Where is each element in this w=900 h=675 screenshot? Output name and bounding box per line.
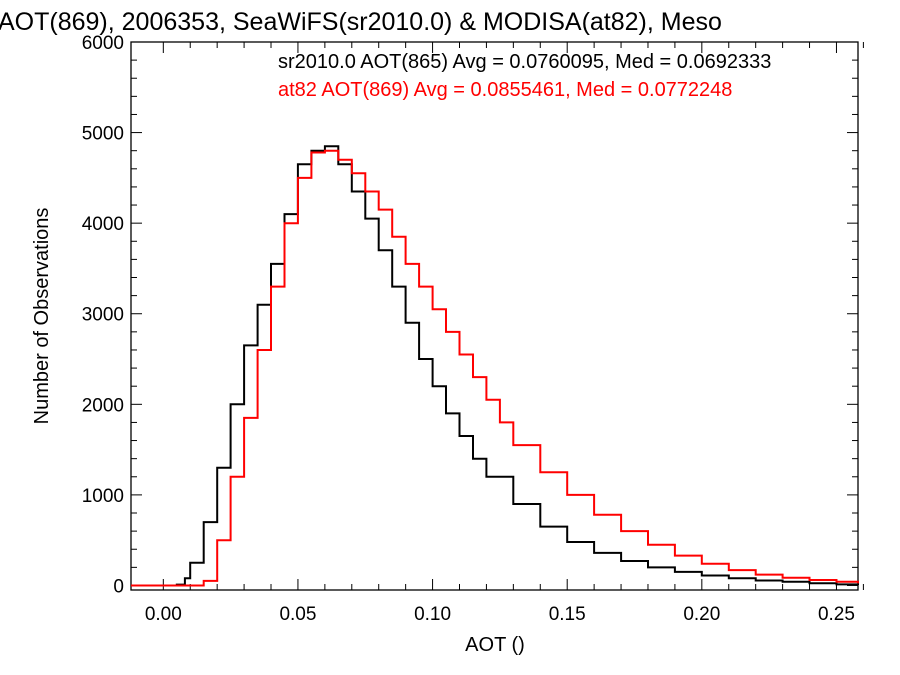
axis-ticks — [131, 41, 864, 590]
x-tick-label: 0.00 — [145, 604, 182, 625]
x-axis-label: AOT () — [465, 634, 525, 656]
x-tick-label: 0.25 — [818, 604, 855, 625]
y-axis-label: Number of Observations — [31, 208, 53, 425]
series-lines — [131, 145, 859, 587]
legend-entry-at82: at82 AOT(869) Avg = 0.0855461, Med = 0.0… — [278, 79, 732, 101]
legend: sr2010.0 AOT(865) Avg = 0.0760095, Med =… — [278, 51, 771, 101]
plot-border — [130, 41, 859, 591]
series-line-sr2010 — [131, 145, 859, 587]
y-tick-label: 4000 — [82, 214, 124, 235]
legend-entry-sr2010: sr2010.0 AOT(865) Avg = 0.0760095, Med =… — [278, 51, 771, 73]
y-tick-label: 6000 — [82, 33, 124, 54]
x-tick-label: 0.10 — [414, 604, 451, 625]
x-tick-label: 0.15 — [549, 604, 586, 625]
x-tick-label: 0.05 — [279, 604, 316, 625]
plot-frame — [130, 41, 859, 591]
y-tick-label: 3000 — [82, 305, 124, 326]
series-line-at82 — [131, 149, 859, 587]
y-tick-label: 0 — [113, 576, 124, 597]
y-tick-labels: 0 1000 2000 3000 4000 5000 6000 — [82, 33, 124, 597]
x-tick-label: 0.20 — [683, 604, 720, 625]
y-tick-label: 1000 — [82, 486, 124, 507]
x-tick-labels: 0.00 0.05 0.10 0.15 0.20 0.25 — [145, 604, 855, 625]
y-tick-label: 5000 — [82, 124, 124, 145]
chart-title: AOT(869), 2006353, SeaWiFS(sr2010.0) & M… — [0, 8, 722, 36]
y-tick-label: 2000 — [82, 395, 124, 416]
